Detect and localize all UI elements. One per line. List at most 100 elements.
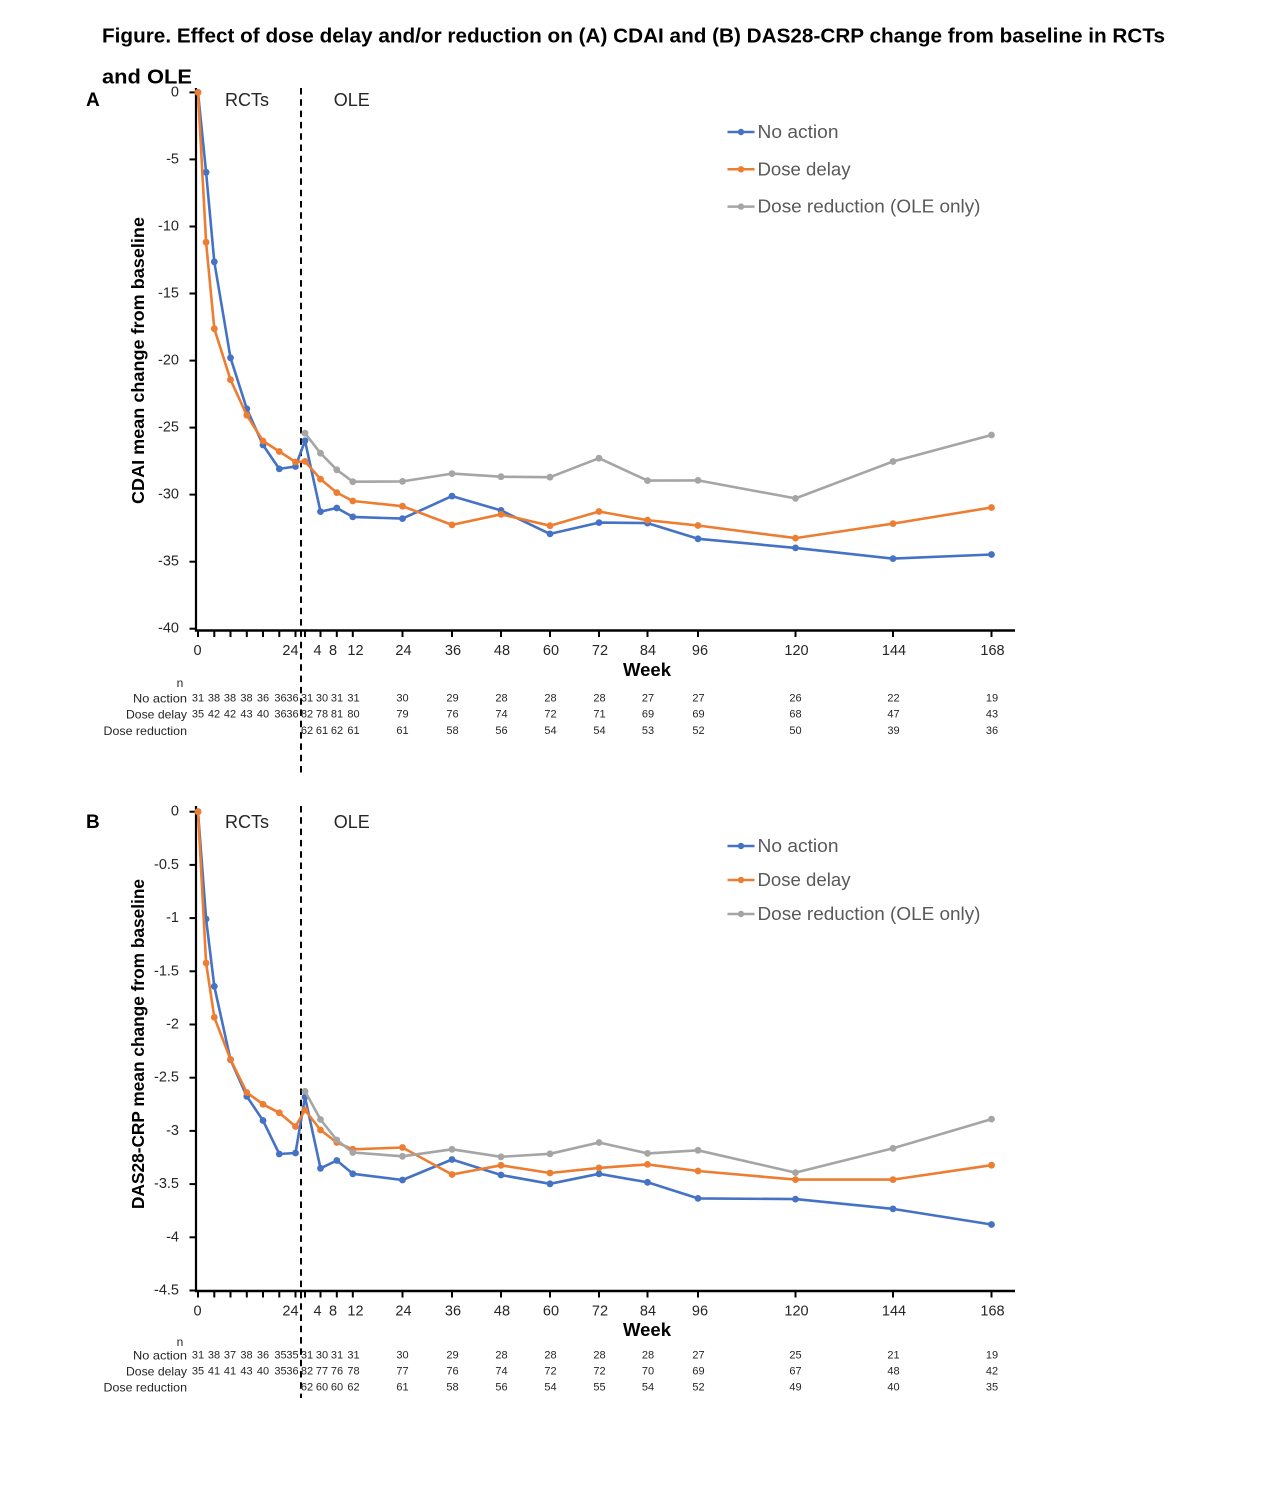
svg-text:30: 30 — [316, 693, 328, 705]
svg-text:-20: -20 — [158, 353, 179, 369]
svg-text:60: 60 — [316, 1382, 328, 1394]
svg-text:61: 61 — [347, 725, 359, 737]
svg-text:41: 41 — [208, 1366, 220, 1378]
svg-text:31: 31 — [331, 693, 343, 705]
svg-text:Dose reduction: Dose reduction — [104, 724, 188, 738]
svg-text:35: 35 — [192, 1366, 204, 1378]
svg-text:Dose delay: Dose delay — [758, 159, 851, 179]
svg-text:-1.5: -1.5 — [154, 963, 179, 979]
svg-text:69: 69 — [692, 1366, 704, 1378]
svg-text:76: 76 — [446, 709, 458, 721]
svg-text:Dose reduction: Dose reduction — [104, 1381, 188, 1395]
svg-text:31: 31 — [192, 693, 204, 705]
svg-text:54: 54 — [544, 1382, 556, 1394]
svg-text:24: 24 — [395, 1304, 411, 1320]
svg-text:72: 72 — [592, 1304, 608, 1320]
svg-text:79: 79 — [396, 709, 408, 721]
svg-text:12: 12 — [347, 643, 363, 659]
svg-text:CDAI mean change from baseline: CDAI mean change from baseline — [128, 217, 148, 504]
svg-text:49: 49 — [789, 1382, 801, 1394]
svg-text:81: 81 — [331, 709, 343, 721]
svg-text:67: 67 — [789, 1366, 801, 1378]
svg-text:68: 68 — [789, 709, 801, 721]
svg-text:84: 84 — [640, 1304, 656, 1320]
svg-text:No action: No action — [758, 836, 839, 856]
svg-text:-35: -35 — [158, 554, 179, 570]
svg-text:30: 30 — [396, 693, 408, 705]
svg-text:31: 31 — [301, 1350, 313, 1362]
svg-text:0: 0 — [171, 804, 179, 820]
svg-text:37: 37 — [224, 1350, 236, 1362]
svg-text:72: 72 — [592, 643, 608, 659]
svg-text:77: 77 — [396, 1366, 408, 1378]
svg-text:-30: -30 — [158, 487, 179, 503]
svg-text:35: 35 — [286, 1350, 298, 1362]
svg-text:30: 30 — [396, 1350, 408, 1362]
svg-text:38: 38 — [208, 1350, 220, 1362]
svg-text:n: n — [177, 676, 184, 690]
svg-text:-2: -2 — [166, 1017, 179, 1033]
svg-text:28: 28 — [495, 693, 507, 705]
svg-text:36: 36 — [286, 709, 298, 721]
svg-text:Dose delay: Dose delay — [126, 1365, 187, 1379]
svg-text:38: 38 — [240, 1350, 252, 1362]
svg-text:61: 61 — [316, 725, 328, 737]
svg-text:168: 168 — [980, 1304, 1004, 1320]
svg-text:74: 74 — [495, 709, 507, 721]
svg-text:19: 19 — [986, 1350, 998, 1362]
svg-text:Week: Week — [623, 1319, 672, 1340]
svg-text:52: 52 — [692, 1382, 704, 1394]
svg-text:28: 28 — [495, 1350, 507, 1362]
svg-text:54: 54 — [642, 1382, 654, 1394]
svg-text:Dose delay: Dose delay — [126, 708, 187, 722]
svg-text:38: 38 — [224, 693, 236, 705]
svg-text:36: 36 — [445, 1304, 461, 1320]
svg-text:69: 69 — [692, 709, 704, 721]
svg-text:0: 0 — [171, 84, 179, 100]
svg-text:76: 76 — [331, 1366, 343, 1378]
svg-text:27: 27 — [692, 1350, 704, 1362]
svg-text:-10: -10 — [158, 219, 179, 235]
svg-text:35: 35 — [274, 1366, 286, 1378]
svg-text:80: 80 — [347, 709, 359, 721]
svg-text:36: 36 — [257, 693, 269, 705]
svg-text:4: 4 — [313, 1304, 321, 1320]
svg-text:-2.5: -2.5 — [154, 1070, 179, 1086]
svg-text:27: 27 — [642, 693, 654, 705]
svg-text:0: 0 — [193, 1304, 201, 1320]
svg-text:50: 50 — [789, 725, 801, 737]
svg-text:60: 60 — [543, 1304, 559, 1320]
svg-text:31: 31 — [331, 1350, 343, 1362]
svg-text:30: 30 — [316, 1350, 328, 1362]
svg-text:61: 61 — [396, 1382, 408, 1394]
svg-text:29: 29 — [446, 693, 458, 705]
svg-text:96: 96 — [692, 643, 708, 659]
svg-text:35: 35 — [192, 709, 204, 721]
svg-text:82: 82 — [301, 1366, 313, 1378]
svg-text:38: 38 — [240, 693, 252, 705]
svg-text:-15: -15 — [158, 286, 179, 302]
svg-text:RCTs: RCTs — [225, 90, 269, 110]
svg-text:96: 96 — [692, 1304, 708, 1320]
svg-text:26: 26 — [789, 693, 801, 705]
svg-text:28: 28 — [593, 693, 605, 705]
svg-text:28: 28 — [544, 693, 556, 705]
svg-text:22: 22 — [887, 693, 899, 705]
svg-text:53: 53 — [642, 725, 654, 737]
svg-text:55: 55 — [593, 1382, 605, 1394]
svg-text:43: 43 — [986, 709, 998, 721]
svg-text:-0.5: -0.5 — [154, 857, 179, 873]
svg-text:OLE: OLE — [334, 90, 370, 110]
svg-text:56: 56 — [495, 1382, 507, 1394]
svg-text:42: 42 — [208, 709, 220, 721]
svg-text:40: 40 — [257, 1366, 269, 1378]
svg-text:8: 8 — [329, 643, 337, 659]
svg-text:120: 120 — [784, 1304, 808, 1320]
svg-text:31: 31 — [347, 693, 359, 705]
svg-text:58: 58 — [446, 1382, 458, 1394]
svg-text:38: 38 — [208, 693, 220, 705]
svg-text:43: 43 — [240, 709, 252, 721]
svg-text:Figure. Effect of dose delay a: Figure. Effect of dose delay and/or redu… — [102, 26, 1165, 48]
svg-text:RCTs: RCTs — [225, 812, 269, 832]
svg-text:42: 42 — [986, 1366, 998, 1378]
